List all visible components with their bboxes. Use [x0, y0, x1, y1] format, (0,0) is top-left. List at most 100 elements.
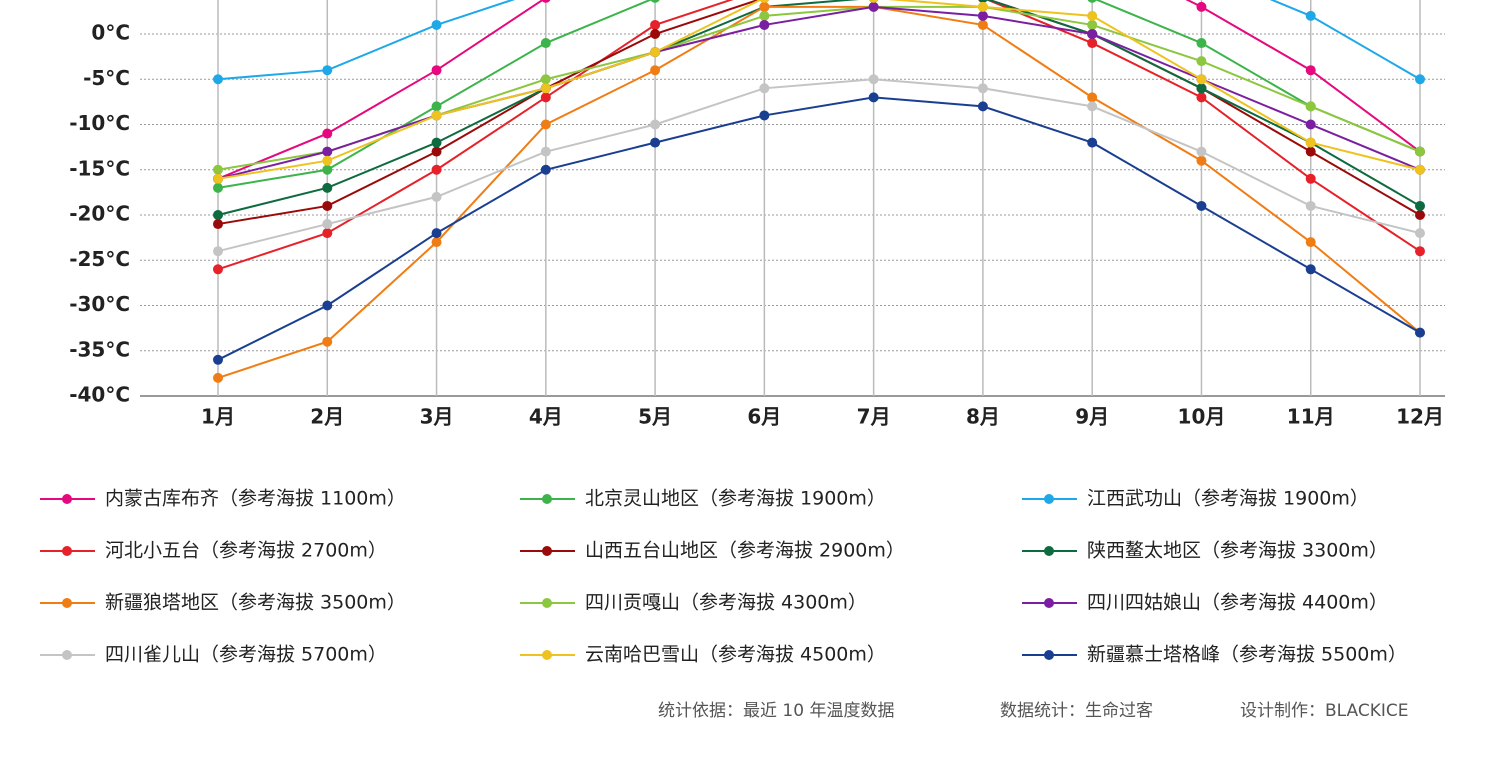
data-point	[1415, 246, 1425, 257]
series-line	[217, 5, 1421, 171]
data-point	[1196, 38, 1207, 49]
data-point	[1087, 92, 1098, 103]
data-point	[431, 19, 442, 30]
data-point	[759, 83, 770, 94]
data-point	[431, 137, 442, 148]
data-point	[213, 372, 223, 383]
y-tick-label: -30°C	[69, 292, 130, 316]
y-tick-label: -15°C	[69, 156, 130, 180]
data-point	[322, 182, 333, 193]
data-point	[1196, 200, 1207, 211]
data-point	[868, 92, 879, 103]
data-point	[868, 1, 879, 12]
data-point	[1196, 74, 1207, 85]
x-tick-label: 10月	[1178, 405, 1226, 429]
data-point	[322, 65, 333, 76]
data-point	[977, 10, 988, 21]
data-point	[978, 0, 988, 3]
data-point	[977, 101, 988, 112]
legend-dot	[62, 546, 72, 556]
legend-dot	[542, 650, 552, 660]
x-tick-label: 8月	[966, 405, 1000, 429]
series-line	[217, 0, 1421, 189]
series-line	[217, 0, 1421, 180]
data-point	[650, 119, 661, 130]
legend-dot	[1044, 494, 1054, 504]
data-point	[1087, 29, 1098, 39]
data-point	[977, 1, 988, 12]
data-point	[868, 74, 879, 85]
x-tick-label: 3月	[420, 405, 454, 429]
data-point	[540, 146, 551, 157]
y-tick-label: -10°C	[69, 111, 130, 135]
data-point	[431, 65, 442, 76]
x-tick-label: 1月	[201, 405, 235, 429]
data-point	[1415, 210, 1425, 220]
x-tick-label: 6月	[747, 405, 781, 429]
data-point	[650, 29, 661, 39]
data-point	[540, 74, 551, 85]
data-point	[540, 83, 551, 94]
y-tick-label: -35°C	[69, 337, 130, 361]
legend-label: 北京灵山地区（参考海拔 1900m）	[585, 488, 886, 510]
data-point	[1087, 101, 1098, 112]
data-point	[540, 164, 551, 175]
legend-label: 河北小五台（参考海拔 2700m）	[105, 540, 387, 562]
series-line	[217, 96, 1421, 361]
data-point	[322, 300, 333, 311]
footer-text: 设计制作：BLACKICE	[1240, 701, 1409, 721]
data-point	[431, 228, 442, 239]
data-point	[977, 83, 988, 94]
legend-dot	[542, 494, 552, 504]
legend-dot	[1044, 546, 1054, 556]
data-point	[1415, 228, 1425, 239]
x-tick-label: 5月	[638, 405, 672, 429]
legend-label: 江西武功山（参考海拔 1900m）	[1087, 488, 1369, 510]
legend-dot	[1044, 650, 1054, 660]
data-point	[1087, 10, 1098, 21]
data-point	[1087, 38, 1098, 49]
legend-dot	[62, 494, 72, 504]
series-line	[217, 0, 1421, 271]
y-tick-label: -20°C	[69, 202, 130, 226]
legend-dot	[542, 598, 552, 608]
x-tick-label: 12月	[1396, 405, 1444, 429]
data-point	[213, 354, 223, 365]
legend-dot	[542, 546, 552, 556]
data-point	[431, 146, 442, 157]
legend-label: 新疆慕士塔格峰（参考海拔 5500m）	[1087, 644, 1407, 666]
data-point	[1305, 200, 1316, 211]
y-tick-label: -40°C	[69, 383, 130, 407]
series-line	[217, 0, 1421, 180]
x-tick-label: 4月	[529, 405, 563, 429]
series-line	[217, 0, 1421, 216]
data-point	[1196, 1, 1207, 12]
data-point	[1415, 74, 1425, 85]
data-point	[650, 19, 661, 30]
legend-label: 四川雀儿山（参考海拔 5700m）	[105, 644, 387, 666]
data-point	[322, 219, 333, 230]
data-point	[213, 264, 223, 275]
data-point	[322, 164, 333, 175]
data-point	[213, 182, 223, 193]
data-point	[431, 237, 442, 248]
legend-label: 山西五台山地区（参考海拔 2900m）	[585, 540, 905, 562]
data-point	[322, 336, 333, 347]
data-point	[540, 119, 551, 130]
series-line	[217, 5, 1421, 180]
legend-label: 内蒙古库布齐（参考海拔 1100m）	[105, 488, 406, 510]
series-line	[217, 0, 1421, 226]
data-point	[322, 128, 333, 139]
data-point	[1305, 264, 1316, 275]
data-point	[213, 246, 223, 257]
data-point	[1196, 56, 1207, 67]
data-point	[322, 200, 333, 211]
data-point	[322, 146, 333, 157]
data-point	[213, 210, 223, 220]
x-tick-label: 7月	[857, 405, 891, 429]
data-point	[213, 219, 223, 230]
y-tick-label: 0°C	[91, 21, 130, 45]
data-point	[1087, 137, 1098, 148]
x-tick-label: 2月	[310, 405, 344, 429]
